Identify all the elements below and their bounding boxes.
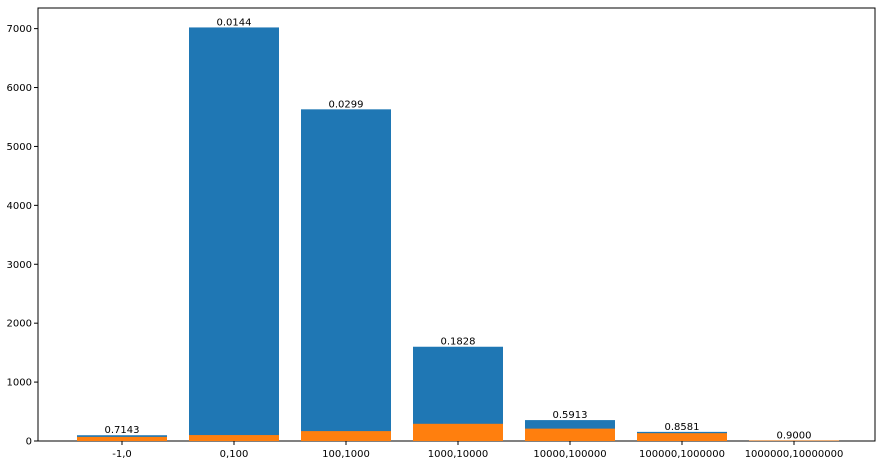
bar-value-label: 0.0144: [217, 17, 252, 28]
bar-value-label: 0.9000: [777, 430, 812, 441]
y-tick-label: 2000: [7, 319, 32, 330]
x-axis: -1,0 0,100 100,1000 1000,10000 10000,100000 1…: [112, 441, 843, 460]
bar-series2-0: [77, 437, 167, 441]
y-tick-label: 3000: [7, 260, 32, 271]
y-tick-label: 4000: [7, 201, 32, 212]
bar-series2-3: [413, 424, 503, 441]
x-tick-label: 100,1000: [322, 449, 370, 460]
bar-series2-1: [189, 435, 279, 441]
bar-value-label: 0.0299: [329, 99, 364, 110]
y-tick-label: 7000: [7, 24, 32, 35]
y-tick-label: 5000: [7, 142, 32, 153]
x-tick-label: 10000,100000: [533, 449, 606, 460]
bar-series2-5: [637, 433, 727, 441]
bars-layer: [77, 27, 839, 441]
bar-value-label: 0.7143: [105, 425, 140, 436]
x-tick-label: 0,100: [220, 449, 249, 460]
x-tick-label: -1,0: [112, 449, 132, 460]
y-tick-label: 0: [26, 437, 32, 448]
x-tick-label: 1000000,10000000: [745, 449, 844, 460]
y-tick-label: 6000: [7, 83, 32, 94]
bar-value-label: 0.5913: [553, 410, 588, 421]
y-tick-label: 1000: [7, 378, 32, 389]
bar-series2-2: [301, 431, 391, 441]
bar-series2-4: [525, 429, 615, 441]
bar-series1-1: [189, 27, 279, 441]
bar-series1-2: [301, 109, 391, 441]
x-tick-label: 100000,1000000: [639, 449, 725, 460]
y-axis: 0 1000 2000 3000 4000 5000 6000 7000: [7, 24, 38, 447]
bar-value-label: 0.1828: [441, 337, 476, 348]
bar-value-label: 0.8581: [665, 422, 700, 433]
x-tick-label: 1000,10000: [428, 449, 488, 460]
